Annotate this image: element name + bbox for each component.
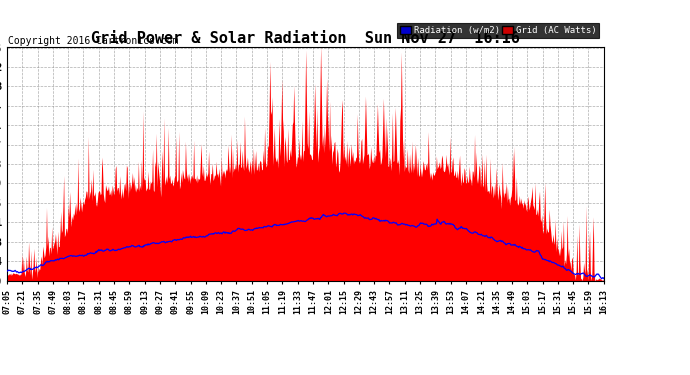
- Legend: Radiation (w/m2), Grid (AC Watts): Radiation (w/m2), Grid (AC Watts): [397, 23, 599, 38]
- Title: Grid Power & Solar Radiation  Sun Nov 27  16:16: Grid Power & Solar Radiation Sun Nov 27 …: [91, 31, 520, 46]
- Text: Copyright 2016 Cartronics.com: Copyright 2016 Cartronics.com: [8, 36, 179, 46]
